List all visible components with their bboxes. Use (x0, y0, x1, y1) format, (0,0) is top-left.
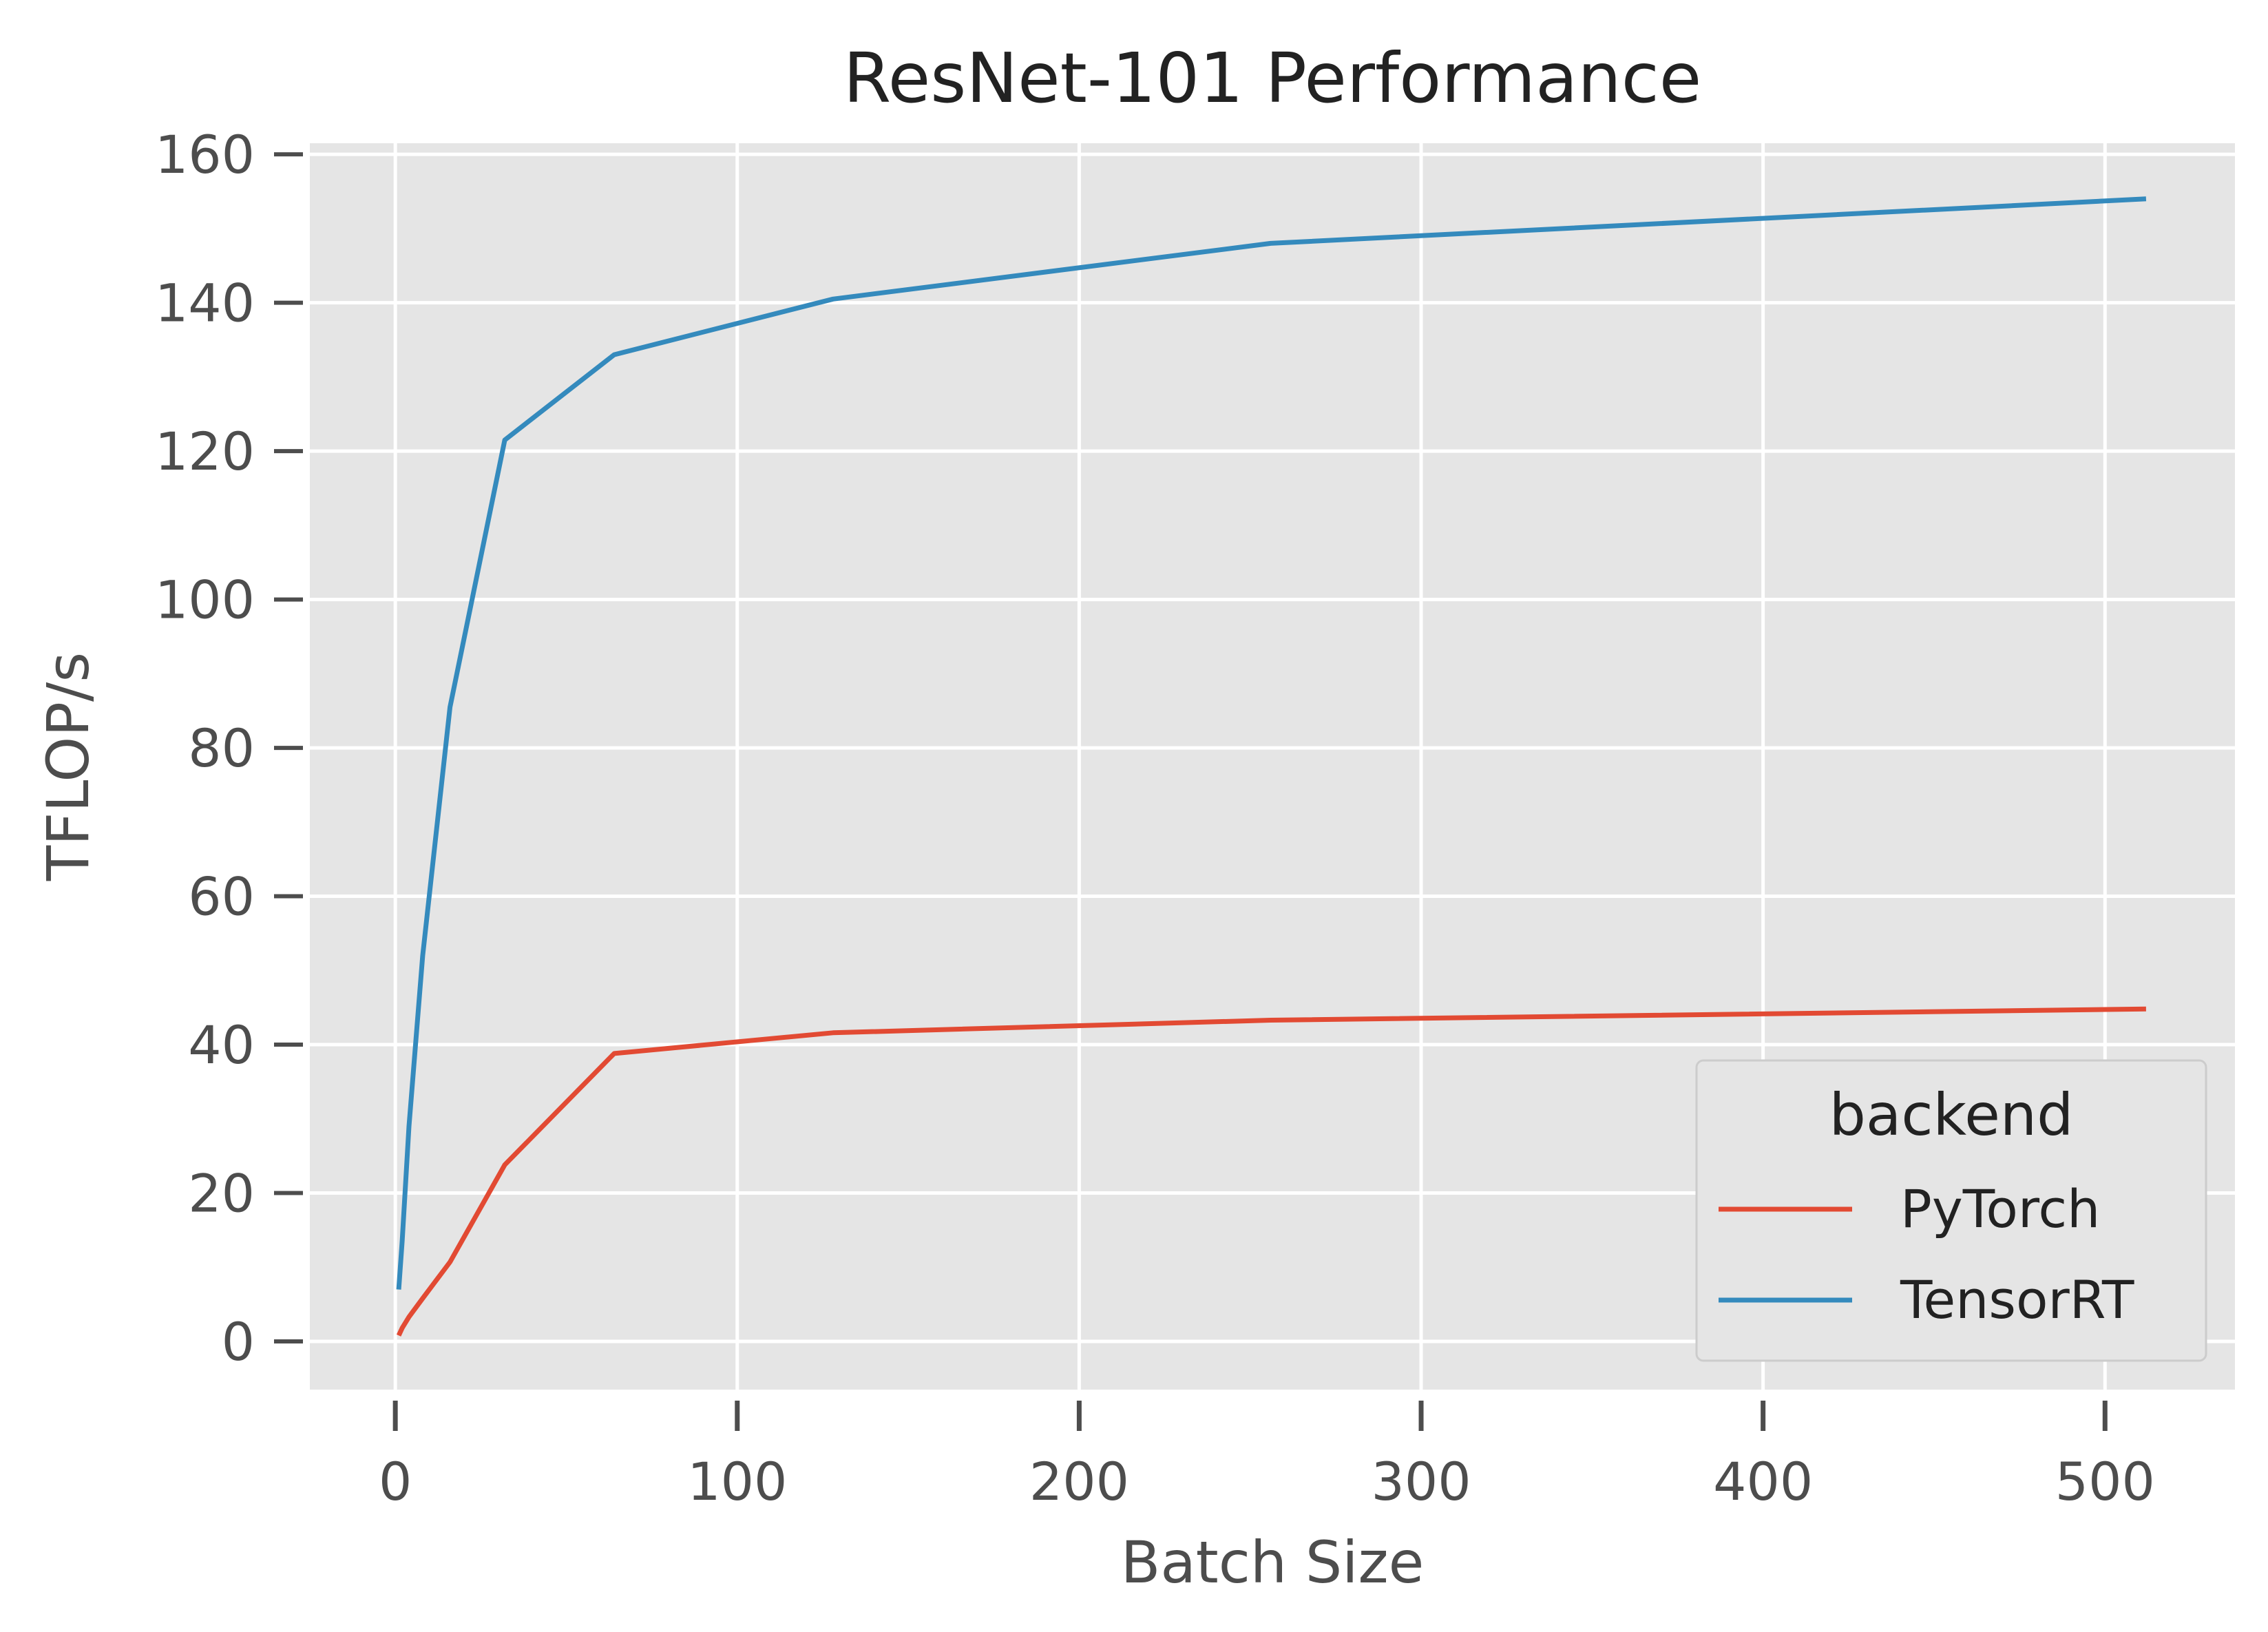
y-tick-label: 80 (188, 718, 255, 779)
x-tick-label: 200 (1029, 1451, 1129, 1512)
y-tick-label: 0 (222, 1311, 255, 1372)
chart-title: ResNet-101 Performance (843, 38, 1702, 118)
y-axis-label: TFLOP/s (34, 652, 102, 881)
legend: backend PyTorch TensorRT (1695, 1059, 2207, 1362)
y-tick-label: 160 (155, 124, 255, 185)
series-layer (396, 196, 2147, 1337)
x-tick-label: 500 (2055, 1451, 2155, 1512)
y-tick-label: 140 (155, 273, 255, 334)
y-tick-label: 20 (188, 1162, 255, 1224)
y-tick-label: 60 (188, 866, 255, 928)
x-tick-label: 300 (1372, 1451, 1471, 1512)
ticks: 0 100 200 300 400 500 0 20 40 60 80 100 120 140 160 (155, 124, 2155, 1512)
grid (310, 143, 2235, 1390)
series-line-pytorch (396, 1006, 2146, 1337)
x-tick-label: 100 (687, 1451, 787, 1512)
legend-label-pytorch: PyTorch (1900, 1178, 2100, 1239)
y-tick-label: 100 (155, 569, 255, 631)
legend-label-tensorrt: TensorRT (1900, 1269, 2134, 1330)
y-tick-label: 40 (188, 1014, 255, 1076)
x-tick-label: 400 (1713, 1451, 1813, 1512)
series-line-tensorrt (396, 196, 2147, 1290)
legend-box (1695, 1059, 2207, 1362)
y-tick-label: 120 (155, 421, 255, 482)
x-axis-label: Batch Size (1121, 1529, 1425, 1596)
legend-title: backend (1829, 1081, 2074, 1149)
x-tick-label: 0 (379, 1451, 412, 1512)
